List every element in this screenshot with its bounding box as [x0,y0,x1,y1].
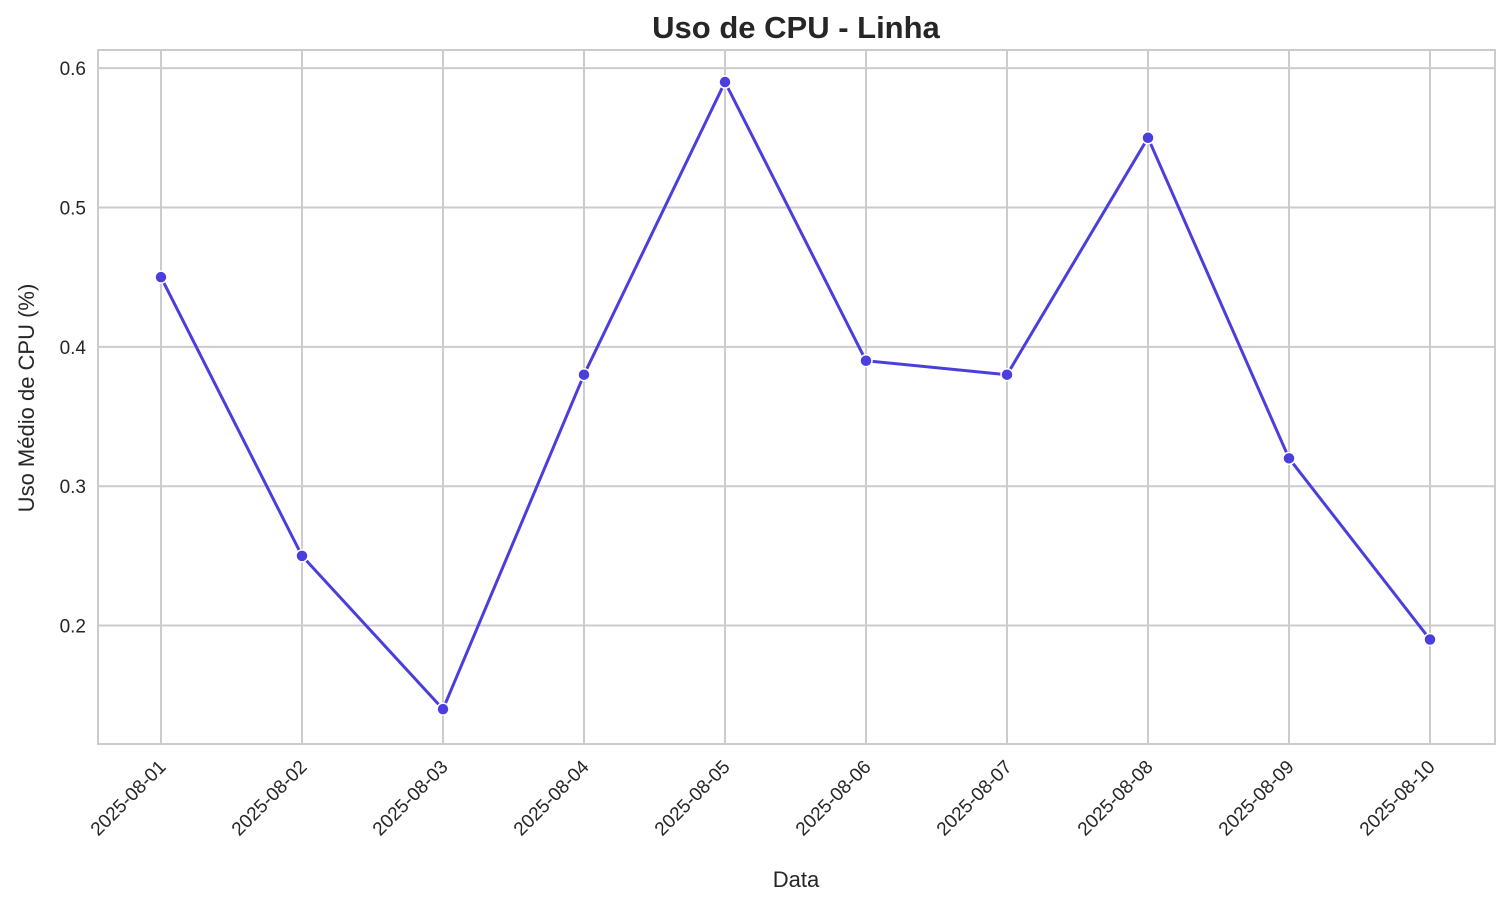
x-axis-tick-labels: 2025-08-01 2025-08-02 2025-08-03 2025-08-04… [87,756,1440,840]
data-point [1141,131,1155,145]
x-tick-label: 2025-08-04 [510,756,594,840]
x-tick-label: 2025-08-01 [87,757,171,841]
y-axis-label: Uso Médio de CPU (%) [14,284,39,513]
y-tick-label: 0.4 [60,338,87,359]
data-point [718,75,732,89]
x-tick-label: 2025-08-03 [369,757,453,841]
data-point [1000,367,1014,382]
series-line [159,80,1432,711]
data-point [295,549,309,563]
x-tick-label: 2025-08-02 [228,757,312,841]
data-point [859,354,873,368]
y-tick-label: 0.3 [60,477,86,498]
y-tick-label: 0.2 [60,617,86,638]
series-layer [154,75,1437,716]
data-point [577,367,591,382]
data-point [1282,451,1296,466]
y-tick-label: 0.6 [60,59,86,80]
x-tick-label: 2025-08-10 [1356,757,1440,841]
y-tick-label: 0.5 [60,198,86,219]
plot-frame [97,49,1496,745]
chart-title: Uso de CPU - Linha [652,10,940,45]
data-point [154,270,168,284]
x-tick-label: 2025-08-06 [792,757,876,841]
x-tick-label: 2025-08-08 [1074,757,1158,841]
grid-lines [98,50,1495,744]
x-tick-label: 2025-08-05 [651,757,735,841]
x-tick-label: 2025-08-09 [1215,757,1299,841]
x-axis-label: Data [773,867,820,892]
x-tick-label: 2025-08-07 [933,757,1017,841]
data-point [436,702,450,716]
y-axis-tick-labels: 0.2 0.3 0.4 0.5 0.6 [60,59,87,637]
data-point [1423,632,1437,647]
